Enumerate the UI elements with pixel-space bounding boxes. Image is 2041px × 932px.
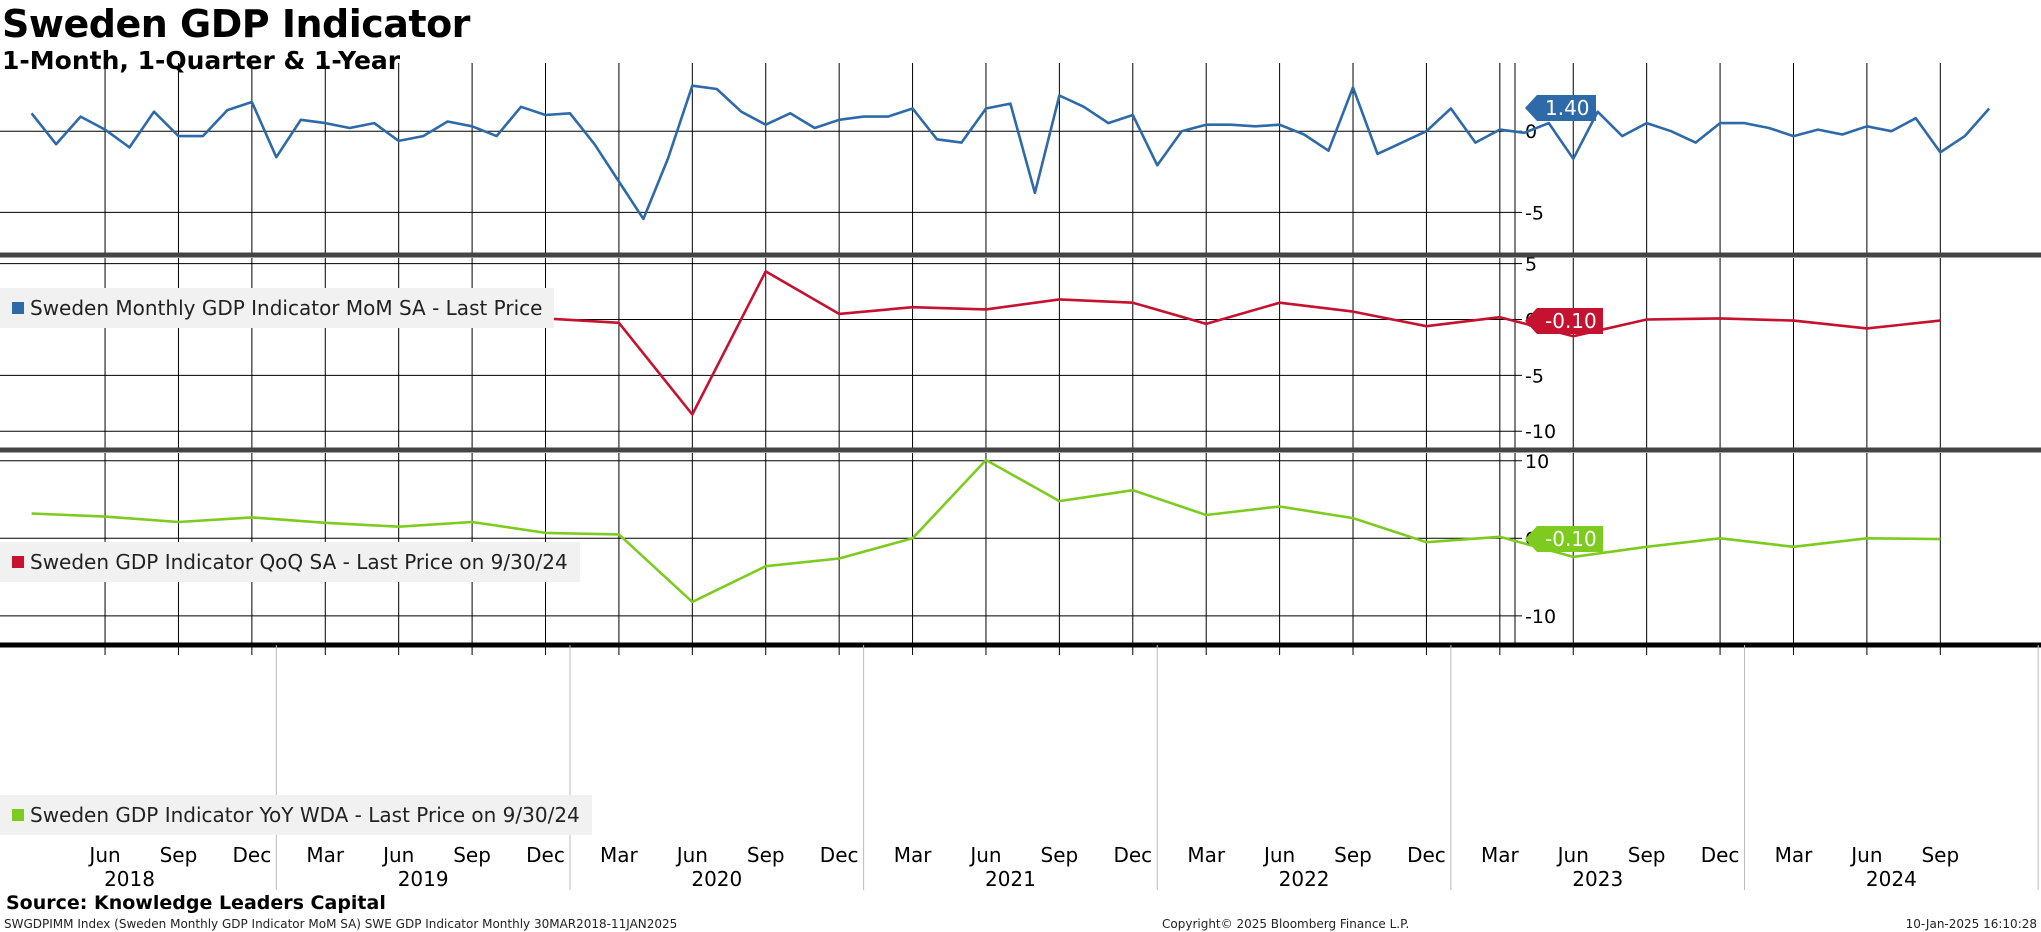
legend-label-mom: Sweden Monthly GDP Indicator MoM SA - La… [30,296,543,320]
xtick-month-0: Jun [87,843,120,867]
xtick-month-20: Jun [1556,843,1589,867]
ytick-label-qoq-3: -10 [1525,421,1556,443]
xtick-month-21: Sep [1628,843,1666,867]
footer-left: SWGDPIMM Index (Sweden Monthly GDP Indic… [4,917,678,931]
ytick-label-yoy-2: -10 [1525,606,1556,628]
legend-swatch-yoy [12,809,24,821]
footer-right: 10-Jan-2025 16:10:28 [1905,917,2037,931]
xtick-month-14: Dec [1113,843,1152,867]
legend-swatch-qoq [12,556,24,568]
legend-yoy: Sweden GDP Indicator YoY WDA - Last Pric… [0,795,592,835]
xtick-year-5: 2023 [1572,867,1623,891]
last-price-tag-qoq: -0.10 [1525,307,1603,334]
chart-subtitle: 1-Month, 1-Quarter & 1-Year [2,46,401,75]
xtick-month-12: Jun [968,843,1001,867]
xtick-month-24: Jun [1849,843,1882,867]
ytick-label-yoy-0: 10 [1525,451,1549,473]
ytick-label-qoq-2: -5 [1525,365,1544,387]
xtick-month-18: Dec [1407,843,1446,867]
chart-title: Sweden GDP Indicator [2,2,470,46]
xtick-year-3: 2021 [985,867,1036,891]
xtick-month-4: Jun [381,843,414,867]
legend-label-qoq: Sweden GDP Indicator QoQ SA - Last Price… [30,550,568,574]
xtick-month-11: Mar [894,843,933,867]
legend-label-yoy: Sweden GDP Indicator YoY WDA - Last Pric… [30,803,580,827]
xtick-month-13: Sep [1041,843,1079,867]
last-price-tag-mom: 1.40 [1525,95,1596,122]
xtick-month-10: Dec [820,843,859,867]
xtick-month-7: Mar [600,843,639,867]
xtick-month-5: Sep [453,843,491,867]
xtick-year-4: 2022 [1279,867,1330,891]
xtick-month-3: Mar [306,843,345,867]
xtick-month-23: Mar [1775,843,1814,867]
xtick-month-2: Dec [233,843,272,867]
panel-separator-1 [0,447,2041,453]
footer-center: Copyright© 2025 Bloomberg Finance L.P. [1162,917,1410,931]
xtick-month-15: Mar [1187,843,1226,867]
ytick-label-mom-1: -5 [1525,202,1544,224]
xtick-year-6: 2024 [1866,867,1917,891]
xtick-month-25: Sep [1921,843,1959,867]
xtick-month-22: Dec [1701,843,1740,867]
legend-swatch-mom [12,302,24,314]
legend-mom: Sweden Monthly GDP Indicator MoM SA - La… [0,288,555,328]
xtick-month-6: Dec [526,843,565,867]
ytick-label-mom-0: 0 [1525,121,1537,143]
series-line-yoy [31,458,1941,604]
legend-qoq: Sweden GDP Indicator QoQ SA - Last Price… [0,542,580,582]
xtick-year-1: 2019 [398,867,449,891]
panel-separator-0 [0,252,2041,258]
source-note: Source: Knowledge Leaders Capital [6,892,386,914]
xtick-month-17: Sep [1334,843,1372,867]
xtick-year-2: 2020 [691,867,742,891]
xtick-month-8: Jun [675,843,708,867]
xtick-month-1: Sep [160,843,198,867]
xtick-month-16: Jun [1262,843,1295,867]
ytick-label-qoq-0: 5 [1525,254,1537,276]
xtick-year-0: 2018 [104,867,155,891]
xtick-month-9: Sep [747,843,785,867]
xtick-month-19: Mar [1481,843,1520,867]
last-price-tag-yoy: -0.10 [1525,526,1603,553]
series-line-mom [30,84,1991,221]
